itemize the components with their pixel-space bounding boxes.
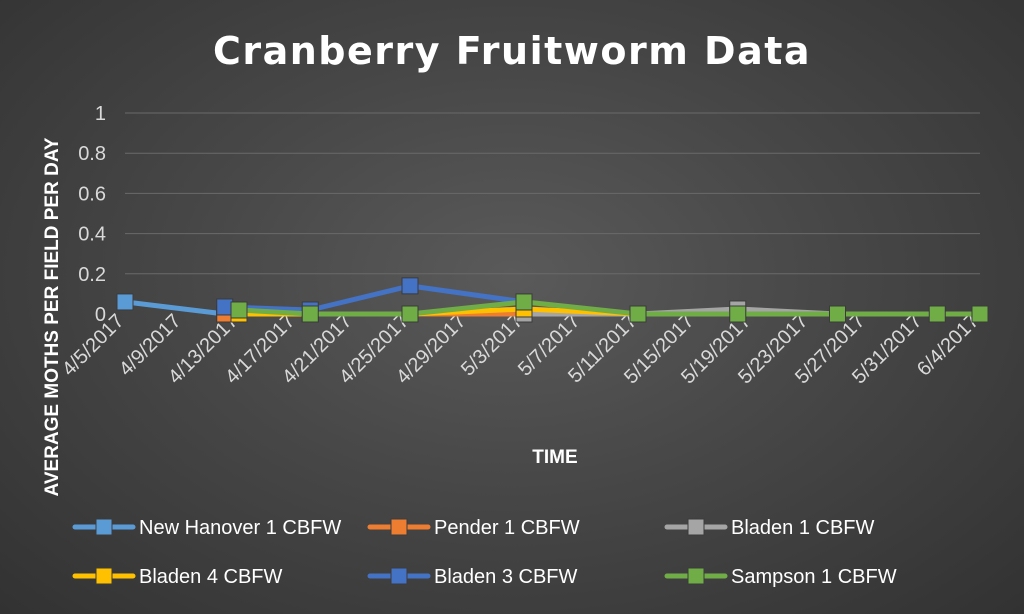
legend-label: Bladen 4 CBFW — [139, 566, 283, 588]
series-line — [122, 299, 228, 317]
legend-label: Bladen 1 CBFW — [731, 517, 875, 539]
legend-item: Bladen 4 CBFW — [72, 566, 283, 588]
data-point-marker — [401, 305, 419, 323]
data-point-marker — [829, 305, 846, 323]
legend-item: Pender 1 CBFW — [367, 517, 580, 539]
legend-marker — [390, 518, 408, 536]
series-line — [236, 299, 983, 317]
legend-label: New Hanover 1 CBFW — [139, 517, 341, 539]
legend-item: Bladen 3 CBFW — [367, 566, 578, 588]
legend: New Hanover 1 CBFW Pender 1 CBFW Bladen 1 … — [72, 517, 897, 588]
legend-marker — [687, 567, 705, 585]
chart-title: Cranberry Fruitworm Data — [213, 29, 811, 73]
legend-label: Bladen 3 CBFW — [434, 566, 578, 588]
data-point-marker — [971, 305, 989, 323]
legend-marker — [390, 567, 408, 585]
y-tick-label: 1 — [95, 103, 106, 125]
x-axis-title: TIME — [532, 447, 577, 468]
data-point-marker — [629, 305, 647, 323]
series-group — [230, 293, 989, 323]
legend-marker — [95, 518, 113, 536]
data-point-marker — [729, 305, 747, 323]
y-axis-ticks: 0 0.2 0.4 0.6 0.8 1 — [78, 103, 106, 326]
legend-item: Bladen 1 CBFW — [664, 517, 875, 539]
legend-marker — [687, 518, 705, 536]
data-point-marker — [928, 305, 946, 323]
data-point-marker — [301, 305, 319, 323]
gridlines — [125, 112, 980, 275]
legend-marker — [95, 567, 113, 585]
data-point-marker — [230, 301, 248, 319]
series-lines — [116, 277, 989, 323]
data-point-marker — [515, 293, 533, 311]
y-tick-label: 0.6 — [78, 183, 106, 205]
y-tick-label: 0 — [95, 304, 106, 326]
legend-item: New Hanover 1 CBFW — [72, 517, 341, 539]
legend-label: Sampson 1 CBFW — [731, 566, 897, 588]
data-point-marker — [116, 293, 134, 311]
data-point-marker — [401, 277, 419, 295]
x-tick-label: 4/5/2017 — [58, 310, 129, 381]
legend-label: Pender 1 CBFW — [434, 517, 580, 539]
series-line — [222, 283, 527, 313]
data-point-marker — [216, 298, 234, 316]
legend-item: Sampson 1 CBFW — [664, 566, 897, 588]
y-tick-label: 0.4 — [78, 224, 106, 246]
y-tick-label: 0.2 — [78, 264, 106, 286]
y-axis-title: AVERAGE MOTHS PER FIELD PER DAY — [42, 137, 63, 496]
y-tick-label: 0.8 — [78, 143, 106, 165]
